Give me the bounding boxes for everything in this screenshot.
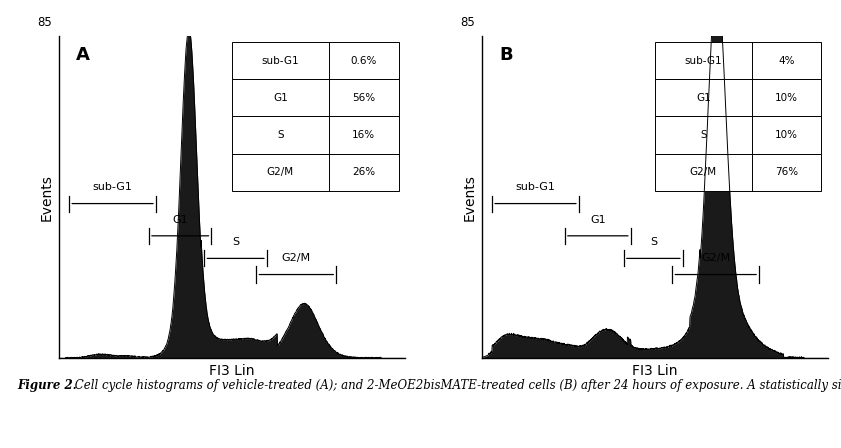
- Text: 10%: 10%: [775, 93, 798, 103]
- Y-axis label: Events: Events: [463, 174, 476, 220]
- Text: 10%: 10%: [775, 130, 798, 140]
- Text: sub-G1: sub-G1: [93, 182, 133, 192]
- Text: G1: G1: [172, 215, 188, 224]
- Bar: [655, 154, 822, 191]
- Text: G2/M: G2/M: [701, 253, 730, 263]
- Text: A: A: [77, 46, 90, 64]
- Bar: [232, 154, 399, 191]
- Y-axis label: Events: Events: [40, 174, 53, 220]
- X-axis label: FI3 Lin: FI3 Lin: [632, 364, 678, 378]
- Text: sub-G1: sub-G1: [516, 182, 555, 192]
- Bar: [232, 42, 399, 79]
- Text: G1: G1: [273, 93, 288, 103]
- Text: S: S: [650, 237, 657, 247]
- Text: G2/M: G2/M: [267, 167, 294, 177]
- Text: B: B: [499, 46, 513, 64]
- Text: G1: G1: [696, 93, 711, 103]
- Text: G2/M: G2/M: [690, 167, 717, 177]
- Bar: [655, 116, 822, 154]
- Text: Cell cycle histograms of vehicle-treated (A); and 2-MeOE2bisMATE-treated cells (: Cell cycle histograms of vehicle-treated…: [71, 379, 841, 392]
- Text: 4%: 4%: [778, 56, 795, 66]
- Text: 76%: 76%: [775, 167, 798, 177]
- Text: S: S: [232, 237, 239, 247]
- Text: 16%: 16%: [352, 130, 375, 140]
- Text: S: S: [700, 130, 706, 140]
- Bar: [232, 79, 399, 116]
- Bar: [232, 116, 399, 154]
- Text: sub-G1: sub-G1: [685, 56, 722, 66]
- Text: sub-G1: sub-G1: [262, 56, 299, 66]
- Text: 85: 85: [37, 17, 52, 30]
- Text: 85: 85: [460, 17, 475, 30]
- Text: G2/M: G2/M: [282, 253, 311, 263]
- Text: S: S: [278, 130, 283, 140]
- Text: Figure 2.: Figure 2.: [17, 379, 77, 392]
- Text: 26%: 26%: [352, 167, 375, 177]
- Bar: [655, 79, 822, 116]
- Text: G1: G1: [590, 215, 606, 224]
- Text: 0.6%: 0.6%: [351, 56, 377, 66]
- X-axis label: FI3 Lin: FI3 Lin: [209, 364, 255, 378]
- Text: 56%: 56%: [352, 93, 375, 103]
- Bar: [655, 42, 822, 79]
